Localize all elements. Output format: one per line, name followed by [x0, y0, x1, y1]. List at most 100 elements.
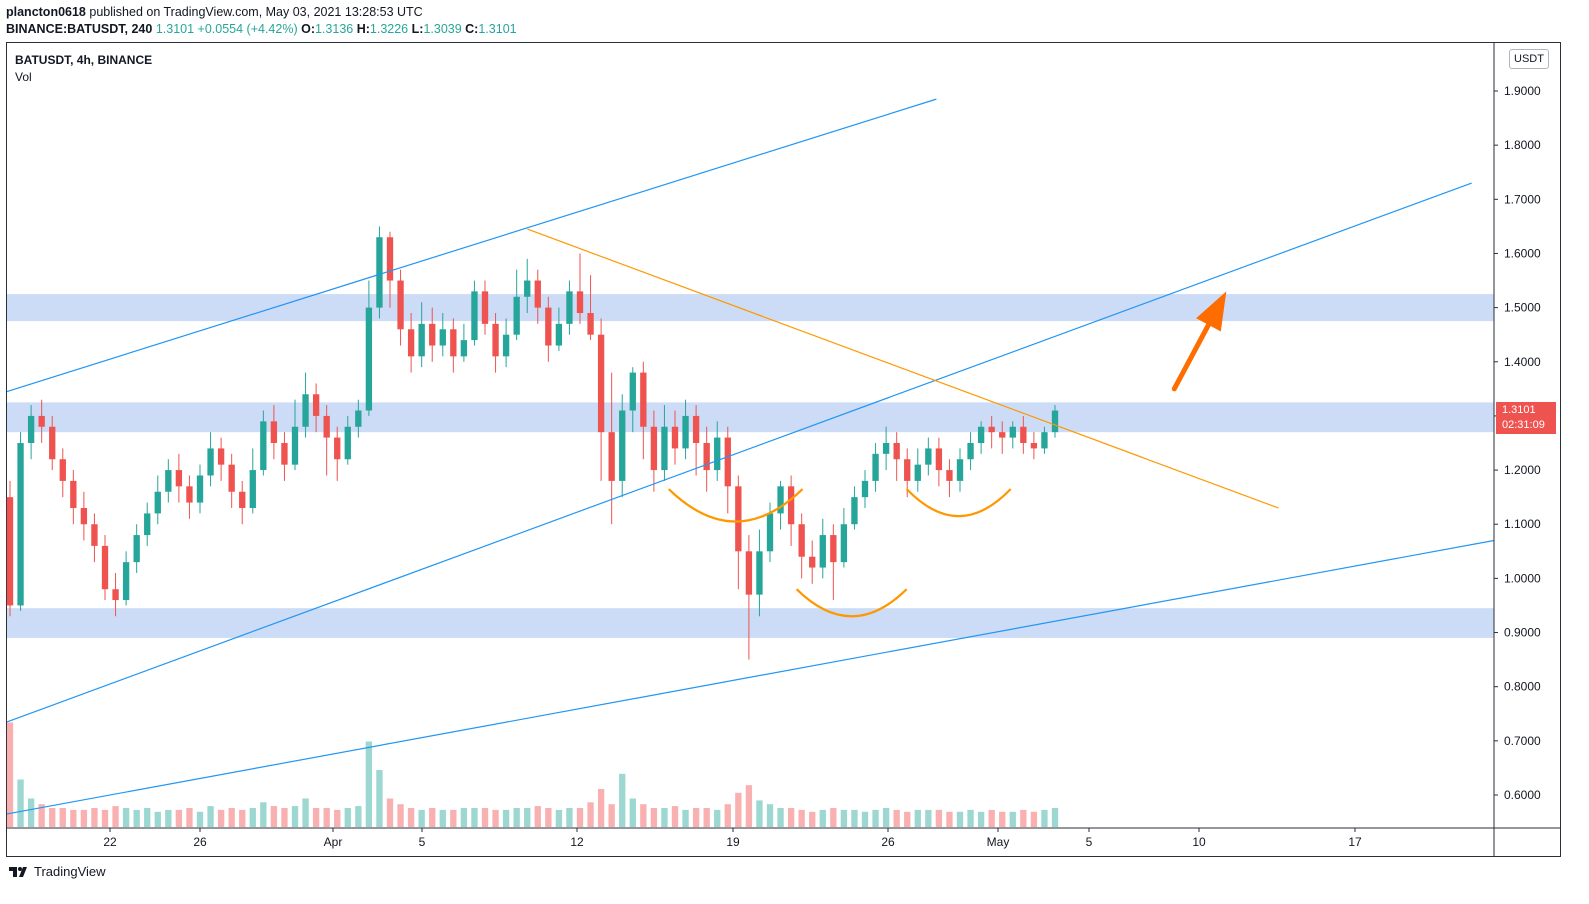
volume-bar: [893, 809, 900, 827]
volume-bar: [217, 809, 225, 827]
volume-bar: [144, 808, 151, 827]
volume-bar: [481, 808, 489, 827]
candle-body: [893, 443, 900, 460]
open-label: O:: [301, 22, 315, 36]
volume-bar: [851, 809, 858, 827]
candle-body: [766, 513, 774, 552]
candle-body: [165, 470, 172, 492]
channel-line: [6, 539, 1495, 815]
symbol-interval: BINANCE:BATUSDT, 240: [6, 22, 153, 36]
candle-body: [249, 470, 256, 508]
last-price-tag-value: 1.3101: [1502, 404, 1536, 416]
candle-body: [587, 313, 594, 335]
volume-bar: [534, 806, 541, 827]
currency-unit-button[interactable]: USDT: [1509, 49, 1549, 69]
volume-bar: [735, 792, 742, 827]
volume-bar: [597, 789, 605, 827]
volume-bar: [291, 806, 299, 827]
price-tick-label: 1.2000: [1504, 463, 1541, 477]
volume-bar: [756, 800, 763, 827]
volume-bar: [17, 779, 24, 827]
volume-bar: [334, 809, 341, 827]
volume-bar: [925, 809, 932, 827]
volume-bar: [661, 808, 668, 827]
tradingview-logo-icon: [9, 866, 27, 877]
price-tick-label: 1.0000: [1504, 571, 1541, 585]
candle-body: [471, 291, 478, 341]
volume-bar: [1030, 811, 1038, 827]
author-name[interactable]: plancton0618: [6, 5, 86, 19]
time-tick-label: 12: [570, 835, 584, 849]
candles: [6, 226, 1059, 660]
volume-bar: [946, 811, 953, 827]
candle-body: [281, 443, 288, 465]
volume-bar: [418, 809, 425, 827]
volume-bar: [608, 804, 615, 827]
candle-body: [545, 307, 552, 346]
volume-bar: [133, 809, 140, 827]
candle-body: [217, 448, 225, 465]
candle-body: [38, 415, 45, 427]
candle-body: [977, 426, 985, 443]
volume-bar: [956, 811, 964, 827]
candle-body: [122, 562, 130, 601]
volume-bar: [724, 804, 731, 827]
tradingview-brand[interactable]: TradingView: [8, 864, 106, 879]
price-tick-label: 1.6000: [1504, 246, 1541, 260]
volume-bar: [935, 809, 943, 827]
volume-bar: [59, 808, 66, 827]
candle-body: [1009, 426, 1016, 438]
volume-bar: [270, 806, 278, 827]
volume-bar: [439, 809, 446, 827]
price-tick-label: 1.4000: [1504, 355, 1541, 369]
volume-bar: [186, 808, 193, 827]
price-tick-label: 0.8000: [1504, 680, 1541, 694]
volume-bar: [49, 808, 56, 827]
legend-volume: Vol: [15, 70, 32, 84]
candle-body: [925, 448, 932, 465]
candle-body: [566, 291, 573, 324]
time-tick-label: 19: [726, 835, 740, 849]
candle-body: [112, 589, 119, 601]
volume-bar: [196, 811, 204, 827]
volume-bar: [545, 808, 552, 827]
volume-bar: [671, 806, 679, 827]
candle-body: [207, 448, 214, 476]
price-change: +0.0554 (+4.42%): [197, 22, 298, 36]
candle-body: [946, 470, 953, 481]
volume-bar: [323, 808, 330, 827]
low-label: L:: [411, 22, 424, 36]
candle-body: [935, 448, 943, 471]
candle-body: [650, 426, 658, 471]
volume-bar: [809, 811, 816, 827]
volume-bar: [513, 808, 520, 827]
volume-bar: [861, 811, 869, 827]
candle-body: [988, 426, 995, 433]
volume-bar: [80, 809, 88, 827]
volume-bar: [1009, 811, 1016, 827]
candle-body: [397, 280, 404, 330]
publish-info: published on TradingView.com, May 03, 20…: [89, 5, 423, 19]
volume-bar: [872, 809, 879, 827]
volume-bar: [745, 785, 753, 827]
candle-body: [6, 497, 14, 606]
volume-bar: [904, 811, 911, 827]
volume-bar: [154, 811, 161, 827]
volume-bar: [703, 808, 710, 827]
candle-body: [334, 437, 341, 460]
volume-bar: [302, 798, 309, 827]
candle-body: [1051, 410, 1059, 433]
candle-body: [1030, 443, 1038, 449]
candle-body: [967, 443, 974, 460]
close-label: C:: [465, 22, 479, 36]
volume-bar: [840, 809, 848, 827]
candle-body: [735, 486, 742, 552]
candle-body: [407, 329, 415, 357]
candle-body: [1020, 426, 1027, 443]
breakout-arrow-shaft: [1171, 322, 1211, 392]
volume-bar: [988, 809, 995, 827]
pattern-arc: [795, 588, 908, 618]
candle-body: [671, 426, 679, 449]
candle-body: [228, 464, 235, 492]
